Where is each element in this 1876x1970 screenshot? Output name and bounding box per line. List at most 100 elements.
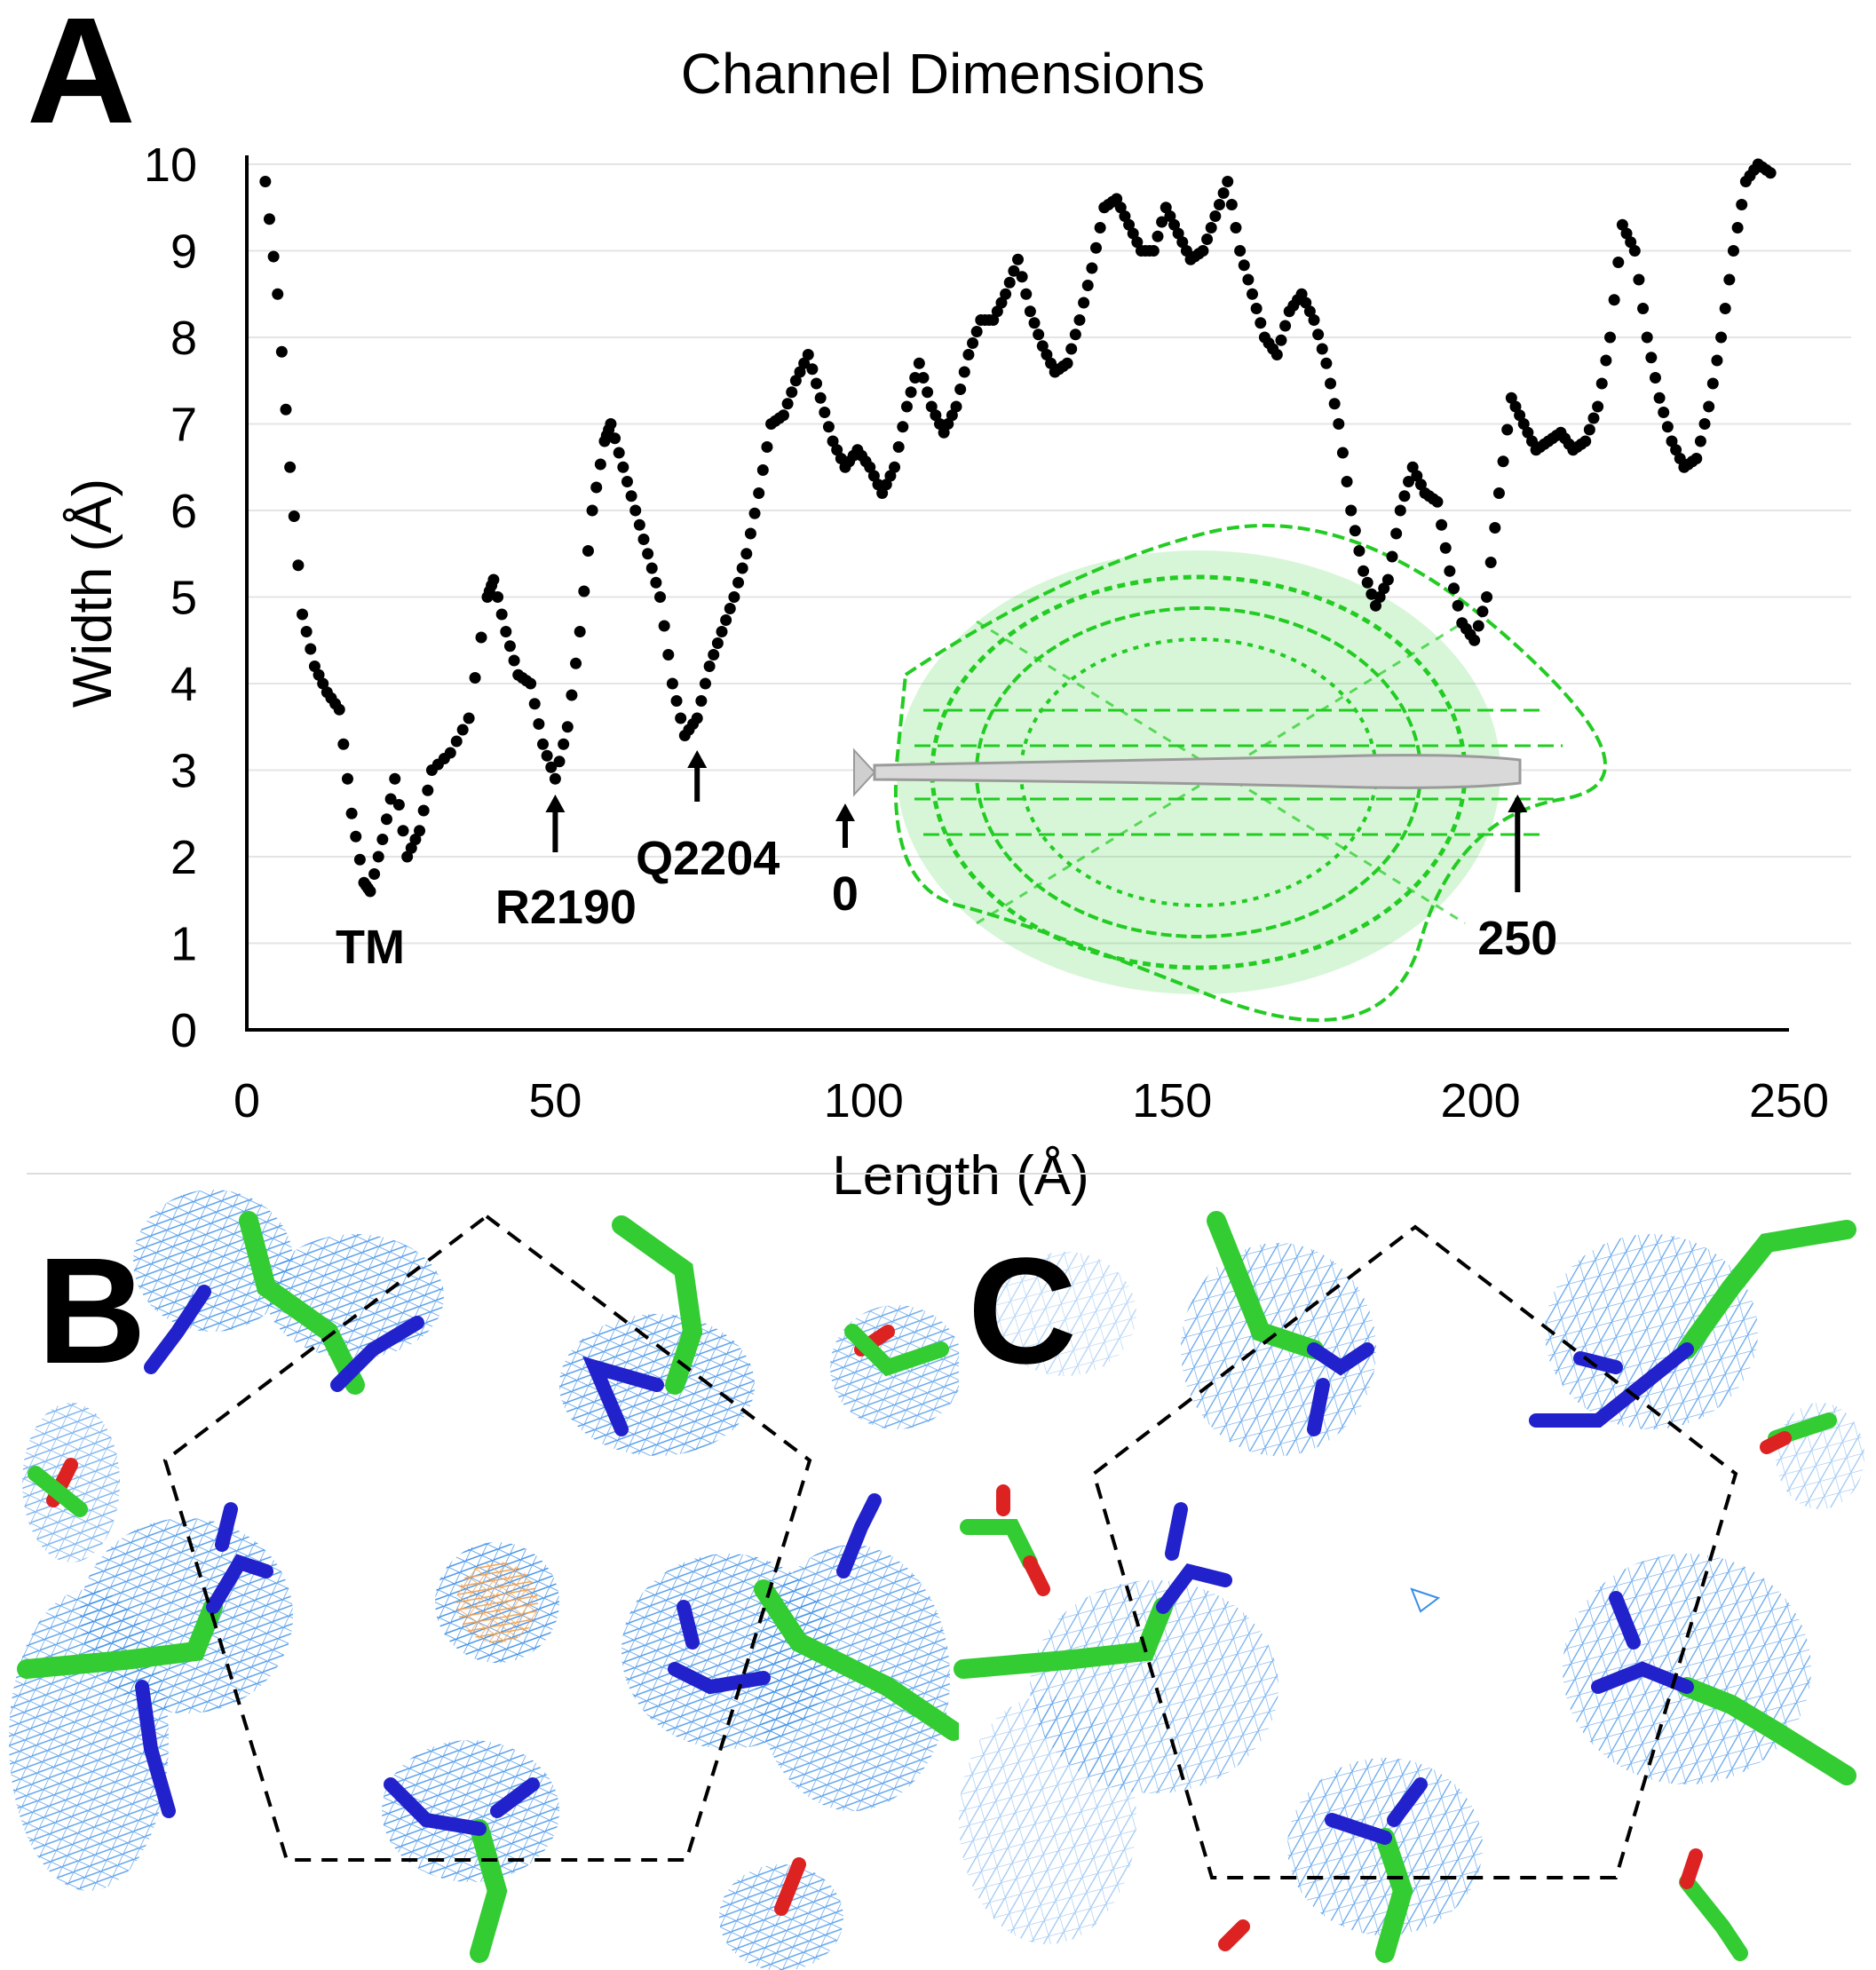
data-point bbox=[561, 721, 574, 733]
ion-density bbox=[456, 1562, 538, 1643]
data-point-interp bbox=[1081, 280, 1094, 291]
data-point bbox=[500, 626, 512, 637]
panel-letter-c: C bbox=[968, 1227, 1077, 1396]
annotation-label: R2190 bbox=[495, 881, 637, 934]
data-point bbox=[333, 703, 345, 716]
data-point bbox=[629, 504, 642, 517]
data-point-interp bbox=[305, 643, 317, 655]
data-point-interp bbox=[280, 403, 292, 415]
data-points bbox=[259, 158, 1777, 898]
annotation-label: 0 bbox=[832, 867, 859, 921]
data-point-interp bbox=[995, 297, 1008, 309]
data-point-interp bbox=[1620, 227, 1633, 240]
data-point-interp bbox=[533, 718, 545, 730]
data-point bbox=[789, 375, 802, 387]
y-tick-label: 8 bbox=[170, 312, 197, 365]
data-point-interp bbox=[1698, 418, 1711, 430]
data-point bbox=[876, 487, 889, 499]
data-point-interp bbox=[1595, 377, 1608, 390]
data-point-interp bbox=[1694, 435, 1706, 447]
protein-channel-ribbon-icon bbox=[853, 524, 1607, 1022]
x-tick-label: 150 bbox=[1132, 1074, 1212, 1127]
data-point bbox=[259, 176, 272, 187]
data-point-interp bbox=[1230, 222, 1242, 233]
data-point-interp bbox=[1637, 303, 1650, 314]
data-point bbox=[938, 426, 950, 439]
data-point-interp bbox=[867, 470, 880, 482]
x-tick-label: 0 bbox=[234, 1074, 260, 1127]
annotation-label: Q2204 bbox=[636, 832, 780, 885]
data-point-interp bbox=[831, 444, 843, 456]
data-point bbox=[925, 400, 938, 413]
data-point bbox=[1036, 340, 1049, 352]
data-point-interp bbox=[1723, 273, 1736, 286]
data-point-interp bbox=[1386, 550, 1398, 563]
data-point-interp bbox=[1711, 354, 1723, 367]
data-point bbox=[1653, 392, 1666, 404]
data-point-interp bbox=[1514, 409, 1526, 422]
data-point-interp bbox=[794, 366, 806, 378]
data-point-interp bbox=[353, 853, 366, 866]
data-point-interp bbox=[1003, 276, 1016, 289]
data-point bbox=[364, 885, 376, 898]
data-point-interp bbox=[417, 804, 430, 817]
y-axis-title: Width (Å) bbox=[62, 479, 123, 708]
data-point-interp bbox=[292, 559, 305, 572]
data-point-interp bbox=[1390, 527, 1403, 540]
data-point-interp bbox=[781, 398, 794, 410]
data-point-interp bbox=[368, 868, 381, 880]
data-point bbox=[1123, 218, 1136, 231]
data-point-interp bbox=[380, 813, 392, 826]
data-point bbox=[900, 400, 913, 413]
data-point-interp bbox=[1414, 479, 1427, 491]
data-point-interp bbox=[1436, 518, 1448, 531]
y-tick-label: 10 bbox=[144, 138, 197, 192]
data-point-interp bbox=[897, 421, 909, 433]
data-point-interp bbox=[503, 640, 516, 653]
data-point-interp bbox=[1033, 328, 1045, 341]
data-point-interp bbox=[1114, 202, 1127, 214]
data-point-interp bbox=[1509, 400, 1522, 413]
data-point-interp bbox=[1250, 303, 1263, 314]
data-point-interp bbox=[1522, 426, 1534, 439]
data-point-interp bbox=[450, 735, 463, 748]
y-tick-label: 4 bbox=[170, 658, 197, 711]
data-point-interp bbox=[1069, 328, 1081, 341]
data-point-interp bbox=[695, 695, 708, 707]
data-point-interp bbox=[1225, 199, 1238, 210]
data-point bbox=[1160, 202, 1172, 214]
data-point bbox=[950, 400, 962, 413]
annotation-label: TM bbox=[336, 921, 405, 974]
data-point-interp bbox=[905, 386, 917, 399]
data-point-interp bbox=[545, 761, 558, 773]
data-point bbox=[1406, 461, 1419, 473]
data-point-interp bbox=[1316, 343, 1328, 355]
data-point bbox=[376, 834, 389, 845]
data-point bbox=[574, 626, 586, 637]
data-point-interp bbox=[1645, 352, 1658, 364]
data-point-interp bbox=[384, 793, 397, 805]
data-point-interp bbox=[658, 620, 670, 632]
data-point-interp bbox=[1279, 320, 1292, 332]
data-point-interp bbox=[954, 384, 967, 395]
data-point-interp bbox=[1312, 328, 1325, 341]
data-point bbox=[586, 504, 598, 517]
data-point bbox=[1024, 305, 1036, 318]
x-tick-labels: 0 50 100 150 200 250 bbox=[234, 1074, 1829, 1127]
data-point bbox=[642, 548, 654, 560]
data-point bbox=[308, 661, 321, 672]
data-point bbox=[1073, 314, 1086, 326]
data-point-interp bbox=[1176, 236, 1189, 249]
data-point-interp bbox=[662, 649, 675, 661]
data-point-interp bbox=[811, 377, 823, 390]
data-point bbox=[1492, 487, 1505, 499]
data-point-interp bbox=[475, 631, 487, 644]
data-point-interp bbox=[1119, 210, 1131, 222]
data-point bbox=[1111, 193, 1123, 205]
data-point-interp bbox=[1661, 421, 1674, 433]
annotation-arrowhead bbox=[1508, 795, 1528, 812]
data-point bbox=[1381, 574, 1394, 586]
data-point-interp bbox=[613, 447, 625, 459]
data-point bbox=[777, 409, 789, 422]
data-point bbox=[1320, 357, 1333, 369]
